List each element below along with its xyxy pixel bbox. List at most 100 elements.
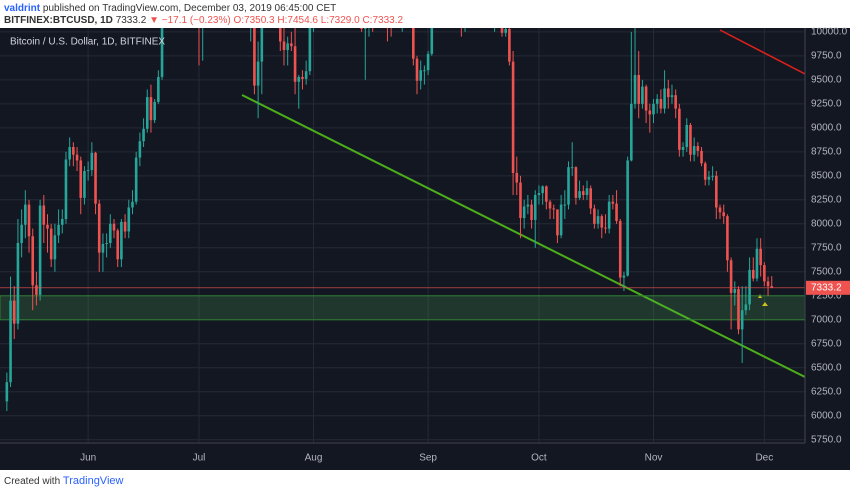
candle-body xyxy=(464,16,467,21)
candle-body xyxy=(249,0,252,7)
y-tick-label: 6250.0 xyxy=(811,386,842,397)
candle-body xyxy=(301,76,304,79)
candle-body xyxy=(722,212,726,217)
candle-body xyxy=(16,243,20,324)
candle-body xyxy=(97,203,101,253)
y-tick-label: 6750.0 xyxy=(811,338,842,349)
candle-body xyxy=(759,248,762,266)
candle-body xyxy=(253,28,256,86)
candle-body xyxy=(726,216,729,261)
y-tick-label: 9500.0 xyxy=(811,74,842,85)
candle-body xyxy=(368,0,371,3)
last-price-label: 7333.2 xyxy=(811,282,842,293)
published: published on TradingView.com, December 0… xyxy=(42,3,337,14)
candle-body xyxy=(64,159,68,220)
candle-body xyxy=(105,243,108,244)
candle-body xyxy=(297,76,301,82)
candle-body xyxy=(149,97,153,121)
candle-body xyxy=(375,0,378,11)
candle-body xyxy=(552,208,556,210)
candle-body xyxy=(164,0,167,13)
candle-body xyxy=(537,193,541,196)
candle-body xyxy=(486,7,489,14)
candle-body xyxy=(116,230,120,260)
ohlc: O:7350.3 H:7454.6 L:7329.0 C:7333.2 xyxy=(233,15,404,26)
candle-body xyxy=(83,171,86,198)
y-tick-label: 8500.0 xyxy=(811,170,842,181)
candle-body xyxy=(589,188,592,209)
candle-body xyxy=(460,0,463,21)
candle-body xyxy=(692,146,696,155)
candle-body xyxy=(363,28,367,29)
last: 7333.2 xyxy=(115,15,147,26)
candle-body xyxy=(515,172,519,183)
candle-body xyxy=(504,28,507,33)
y-tick-label: 5750.0 xyxy=(811,434,842,445)
candle-body xyxy=(696,146,700,151)
candle-body xyxy=(75,154,79,161)
y-tick-label: 10000.0 xyxy=(811,26,848,37)
x-tick-label: Jun xyxy=(80,453,96,464)
chart-title: Bitcoin / U.S. Dollar, 1D, BITFINEX xyxy=(10,37,165,48)
candle-body xyxy=(38,205,42,295)
candle-body xyxy=(500,28,504,33)
x-tick-label: Aug xyxy=(305,453,323,464)
candle-body xyxy=(60,219,64,225)
candle-body xyxy=(493,6,496,17)
y-tick-label: 7500.0 xyxy=(811,266,842,277)
candle-body xyxy=(109,223,112,243)
candle-body xyxy=(445,0,448,1)
candle-body xyxy=(397,0,400,19)
candle-body xyxy=(763,265,766,282)
candle-body xyxy=(737,289,740,330)
y-tick-label: 6000.0 xyxy=(811,410,842,421)
candle-body xyxy=(622,275,626,278)
candle-body xyxy=(637,75,641,104)
candle-body xyxy=(145,97,149,129)
candle-body xyxy=(530,204,533,220)
y-tick-label: 7250.0 xyxy=(811,290,842,301)
candle-body xyxy=(659,99,663,109)
candle-body xyxy=(666,88,670,98)
candle-body xyxy=(9,300,12,383)
candle-body xyxy=(101,243,105,253)
candle-body xyxy=(615,203,618,221)
y-tick-label: 7750.0 xyxy=(811,242,842,253)
candle-body xyxy=(644,86,648,111)
x-tick-label: Nov xyxy=(645,453,663,464)
candle-body xyxy=(449,0,452,1)
y-tick-label: 7000.0 xyxy=(811,314,842,325)
candle-body xyxy=(548,201,552,209)
candle-body xyxy=(578,191,581,198)
candle-body xyxy=(711,175,714,177)
candle-body xyxy=(479,0,482,2)
candle-body xyxy=(490,14,493,17)
candle-body xyxy=(744,304,748,311)
candle-body xyxy=(68,147,71,160)
candle-body xyxy=(408,0,411,16)
candle-body xyxy=(626,160,629,276)
candle-body xyxy=(766,281,770,287)
trendline-red xyxy=(719,29,805,75)
candle-body xyxy=(12,300,16,324)
x-tick-label: Sep xyxy=(419,453,437,464)
candle-body xyxy=(570,167,574,169)
candle-body xyxy=(559,204,563,236)
candle-body xyxy=(127,207,131,232)
candle-body xyxy=(467,0,470,16)
candle-body xyxy=(729,260,733,293)
candle-body xyxy=(541,186,544,194)
candle-body xyxy=(27,204,31,237)
trendline xyxy=(241,94,805,378)
candle-body xyxy=(748,269,751,305)
candle-body xyxy=(35,285,38,295)
candle-body xyxy=(567,167,570,205)
footer-created: Created with xyxy=(4,476,61,487)
candle-body xyxy=(508,28,511,62)
candle-body xyxy=(611,201,615,204)
candle-body xyxy=(715,175,718,208)
candle-body xyxy=(545,186,548,202)
candle-body xyxy=(618,220,622,278)
candle-body xyxy=(426,53,430,71)
candle-body xyxy=(293,46,297,82)
